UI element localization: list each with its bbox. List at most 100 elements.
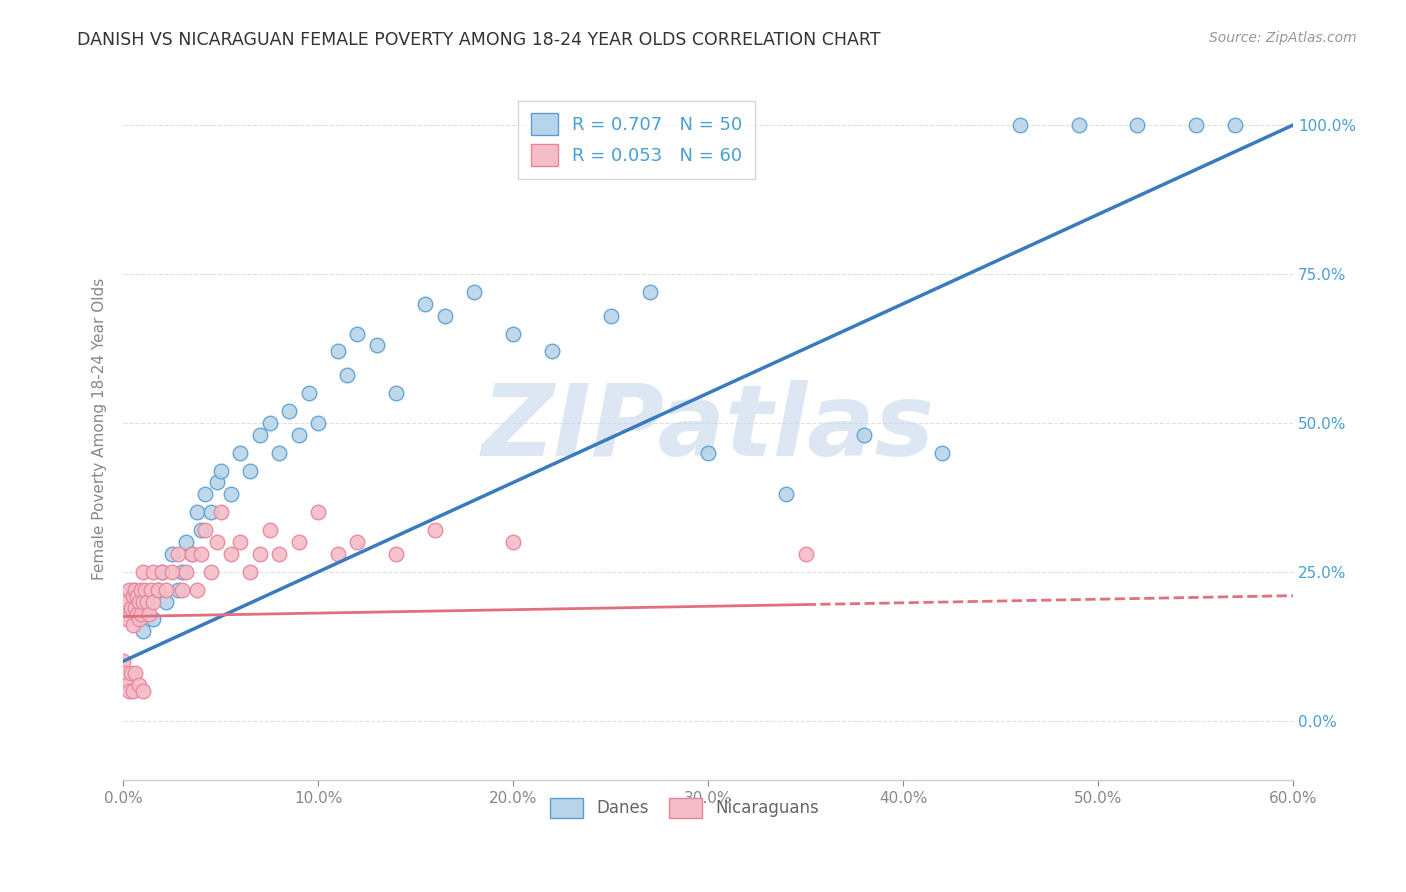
Point (1126, 118, 1149, 132)
Point (122, 684, 145, 698)
Point (138, 607, 160, 621)
Point (385, 386, 408, 401)
Point (1010, 118, 1032, 132)
Point (124, 582, 146, 597)
Point (141, 565, 163, 579)
Point (128, 607, 150, 621)
Point (122, 582, 145, 597)
Point (287, 427, 309, 442)
Point (219, 547, 242, 561)
Point (118, 582, 141, 597)
Point (287, 535, 309, 549)
Point (297, 386, 319, 401)
Point (336, 368, 359, 383)
Point (219, 487, 242, 501)
Point (118, 684, 141, 698)
Point (150, 565, 173, 579)
Point (502, 535, 524, 549)
Point (259, 523, 281, 537)
Point (794, 547, 817, 561)
Point (132, 565, 155, 579)
Point (425, 523, 447, 537)
Point (125, 589, 148, 603)
Point (307, 505, 329, 519)
Point (174, 565, 197, 579)
Point (229, 446, 252, 460)
Legend: Danes, Nicaraguans: Danes, Nicaraguans (543, 791, 827, 825)
Point (205, 535, 228, 549)
Point (114, 594, 136, 608)
Point (366, 338, 388, 352)
Point (200, 565, 222, 579)
Point (194, 523, 217, 537)
Text: DANISH VS NICARAGUAN FEMALE POVERTY AMONG 18-24 YEAR OLDS CORRELATION CHART: DANISH VS NICARAGUAN FEMALE POVERTY AMON… (77, 31, 880, 49)
Point (155, 582, 177, 597)
Point (115, 612, 138, 626)
Point (463, 285, 485, 299)
Point (599, 309, 621, 323)
Point (112, 607, 135, 621)
Point (132, 684, 155, 698)
Point (129, 582, 152, 597)
Point (229, 535, 252, 549)
Point (502, 326, 524, 341)
Point (239, 464, 262, 478)
Point (346, 535, 368, 549)
Point (1184, 118, 1206, 132)
Point (775, 487, 797, 501)
Point (269, 547, 291, 561)
Point (115, 678, 138, 692)
Point (139, 582, 162, 597)
Point (249, 547, 271, 561)
Point (167, 582, 190, 597)
Point (170, 582, 193, 597)
Point (209, 505, 232, 519)
Point (931, 446, 953, 460)
Point (433, 309, 456, 323)
Point (125, 607, 148, 621)
Point (541, 344, 564, 359)
Point (150, 565, 173, 579)
Point (128, 678, 150, 692)
Point (129, 607, 152, 621)
Point (1067, 118, 1090, 132)
Point (180, 547, 202, 561)
Point (1223, 118, 1246, 132)
Point (114, 666, 136, 681)
Text: Source: ZipAtlas.com: Source: ZipAtlas.com (1209, 31, 1357, 45)
Point (385, 547, 408, 561)
Point (141, 594, 163, 608)
Point (135, 594, 157, 608)
Point (120, 600, 142, 615)
Point (132, 624, 155, 639)
Point (124, 666, 146, 681)
Point (112, 654, 135, 668)
Point (194, 487, 217, 501)
Point (160, 565, 183, 579)
Point (141, 612, 163, 626)
Point (239, 565, 262, 579)
Point (148, 582, 170, 597)
Point (122, 618, 145, 632)
Point (148, 582, 170, 597)
Point (174, 535, 197, 549)
Point (697, 446, 720, 460)
Point (128, 594, 150, 608)
Point (167, 547, 190, 561)
Point (853, 427, 876, 442)
Text: ZIPatlas: ZIPatlas (482, 380, 935, 477)
Point (120, 666, 142, 681)
Point (128, 612, 150, 626)
Point (278, 404, 301, 418)
Point (307, 416, 329, 430)
Point (170, 565, 193, 579)
Point (269, 446, 291, 460)
Point (155, 594, 177, 608)
Point (326, 547, 349, 561)
Point (190, 547, 212, 561)
Point (190, 523, 212, 537)
Point (346, 326, 368, 341)
Point (135, 594, 157, 608)
Point (122, 589, 145, 603)
Point (415, 297, 437, 311)
